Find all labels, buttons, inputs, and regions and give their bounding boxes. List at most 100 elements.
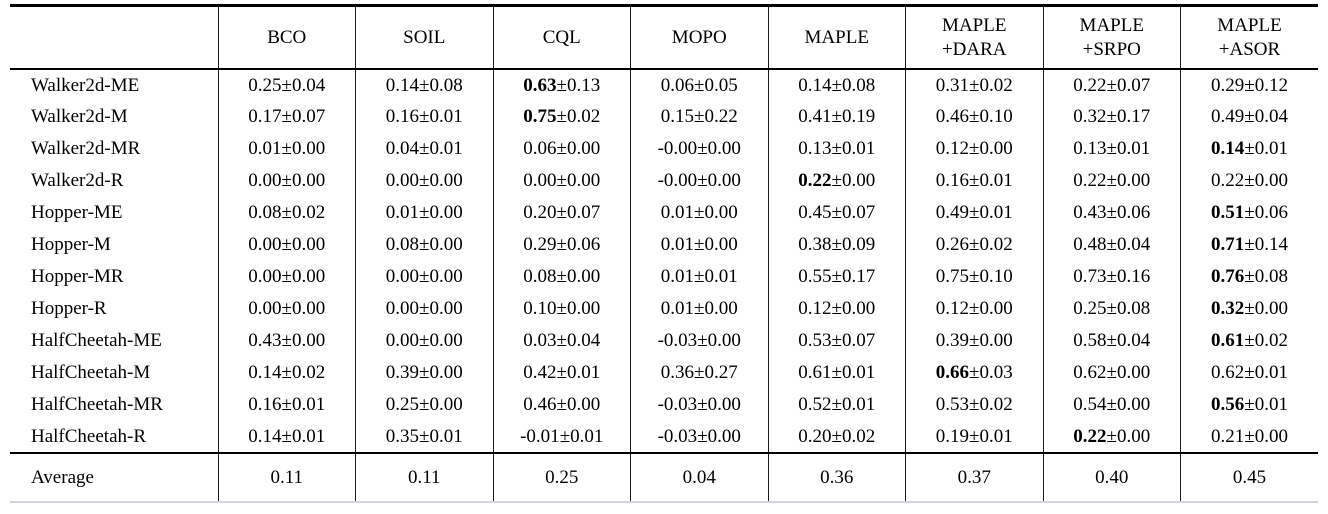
score-cell: 0.66±0.03 xyxy=(905,357,1043,389)
score-cell: 0.17±0.07 xyxy=(217,101,356,133)
plus-minus-symbol: ± xyxy=(1106,234,1117,255)
average-cell: 0.37 xyxy=(905,452,1043,502)
score-std: 0.00 xyxy=(1116,170,1151,191)
score-cell: 0.49±0.01 xyxy=(905,197,1043,229)
score-std: 0.03 xyxy=(979,362,1013,383)
plus-minus-symbol: ± xyxy=(1244,394,1255,415)
score-mean: 0.00 xyxy=(385,170,420,191)
row-label: HalfCheetah-M xyxy=(31,362,151,383)
score-cell: 0.10±0.00 xyxy=(492,293,631,325)
score-cell: 0.43±0.06 xyxy=(1042,197,1181,229)
plus-minus-symbol: ± xyxy=(1244,202,1255,223)
table-row: HalfCheetah-ME 0.43±0.00 0.00±0.00 0.03±0.0… xyxy=(10,325,1318,357)
score-cell: 0.53±0.02 xyxy=(905,389,1043,421)
score-mean: 0.01 xyxy=(660,234,695,255)
score-mean: 0.55 xyxy=(798,266,832,287)
plus-minus-symbol: ± xyxy=(694,106,705,127)
score-cell: 0.49±0.04 xyxy=(1180,101,1318,133)
average-cell: 0.45 xyxy=(1180,452,1318,502)
plus-minus-symbol: ± xyxy=(419,202,430,223)
score-std: 0.01 xyxy=(1254,394,1288,415)
score-std: 0.00 xyxy=(841,170,876,191)
score-std: 0.02 xyxy=(979,394,1013,415)
score-std: 0.00 xyxy=(291,298,326,319)
score-cell: 0.01±0.00 xyxy=(630,229,768,261)
score-std: 0.04 xyxy=(1254,106,1288,127)
score-mean: 0.45 xyxy=(798,202,832,223)
score-cell: 0.62±0.00 xyxy=(1042,357,1181,389)
score-std: 0.01 xyxy=(1254,138,1288,159)
score-std: 0.22 xyxy=(704,106,738,127)
score-cell: -0.03±0.00 xyxy=(630,325,768,357)
score-cell: 0.00±0.00 xyxy=(355,165,493,197)
score-std: 0.00 xyxy=(707,425,741,447)
plus-minus-symbol: ± xyxy=(556,106,567,127)
table-row: Walker2d-M 0.17±0.07 0.16±0.01 0.75±0.02 0.1… xyxy=(10,101,1318,133)
score-cell: 0.75±0.10 xyxy=(905,261,1043,293)
plus-minus-symbol: ± xyxy=(419,170,430,191)
score-mean: 0.26 xyxy=(935,234,970,255)
score-mean: 0.00 xyxy=(385,330,420,351)
score-mean: 0.00 xyxy=(248,234,282,255)
average-cell: 0.04 xyxy=(630,452,768,502)
score-std: 0.06 xyxy=(1254,202,1288,223)
score-std: 0.01 xyxy=(291,425,326,447)
plus-minus-symbol: ± xyxy=(1106,170,1117,191)
score-std: 0.01 xyxy=(1116,138,1151,159)
score-mean: 0.54 xyxy=(1073,394,1107,415)
score-std: 0.02 xyxy=(841,425,876,447)
plus-minus-symbol: ± xyxy=(1106,298,1117,319)
plus-minus-symbol: ± xyxy=(831,362,842,383)
score-std: 0.00 xyxy=(979,138,1013,159)
score-std: 0.00 xyxy=(429,202,463,223)
plus-minus-symbol: ± xyxy=(1244,266,1255,287)
score-cell: 0.32±0.17 xyxy=(1042,101,1181,133)
score-cell: 0.53±0.07 xyxy=(767,325,906,357)
plus-minus-symbol: ± xyxy=(1106,106,1117,127)
score-cell: 0.08±0.02 xyxy=(217,197,356,229)
score-mean: 0.58 xyxy=(1073,330,1107,351)
plus-minus-symbol: ± xyxy=(1106,425,1117,447)
plus-minus-symbol: ± xyxy=(1244,234,1255,255)
average-cell: 0.25 xyxy=(492,452,631,502)
score-std: 0.00 xyxy=(566,394,601,415)
score-cell: 0.00±0.00 xyxy=(217,261,356,293)
plus-minus-symbol: ± xyxy=(556,330,567,351)
score-std: 0.00 xyxy=(429,170,463,191)
score-mean: 0.35 xyxy=(385,425,420,447)
row-label: Walker2d-R xyxy=(31,170,124,191)
plus-minus-symbol: ± xyxy=(281,425,292,447)
score-cell: 0.22±0.00 xyxy=(1042,165,1181,197)
column-header-bco: BCO xyxy=(217,5,356,70)
score-mean: 0.73 xyxy=(1073,266,1107,287)
average-row: Average 0.11 0.11 0.25 0.04 0.36 0.37 0.40 0.45 xyxy=(10,452,1318,502)
score-mean: 0.06 xyxy=(523,138,557,159)
score-cell: 0.25±0.08 xyxy=(1042,293,1181,325)
score-std: 0.04 xyxy=(1116,330,1151,351)
plus-minus-symbol: ± xyxy=(1244,74,1255,96)
score-cell: 0.20±0.07 xyxy=(492,197,631,229)
score-std: 0.00 xyxy=(291,330,326,351)
score-std: 0.00 xyxy=(291,266,326,287)
results-table: BCO SOIL CQL MOPO MAPLE MAPLE +DARA MAPL… xyxy=(10,4,1318,503)
score-std: 0.02 xyxy=(1254,330,1288,351)
plus-minus-symbol: ± xyxy=(831,266,842,287)
score-std: 0.00 xyxy=(566,266,601,287)
score-mean: 0.16 xyxy=(248,394,282,415)
table-row: Walker2d-R 0.00±0.00 0.00±0.00 0.00±0.00 -0.… xyxy=(10,165,1318,197)
score-std: 0.06 xyxy=(1116,202,1151,223)
score-std: 0.00 xyxy=(429,266,463,287)
score-std: 0.08 xyxy=(429,74,463,96)
plus-minus-symbol: ± xyxy=(697,394,708,415)
score-mean: 0.48 xyxy=(1073,234,1107,255)
row-label: Hopper-ME xyxy=(31,202,123,223)
plus-minus-symbol: ± xyxy=(1244,298,1255,319)
score-cell: 0.00±0.00 xyxy=(355,261,493,293)
plus-minus-symbol: ± xyxy=(969,298,980,319)
score-std: 0.07 xyxy=(841,202,876,223)
score-cell: 0.12±0.00 xyxy=(905,293,1043,325)
header-corner-blank xyxy=(10,5,218,70)
score-cell: 0.52±0.01 xyxy=(767,389,906,421)
plus-minus-symbol: ± xyxy=(969,425,980,447)
score-std: 0.04 xyxy=(1116,234,1151,255)
